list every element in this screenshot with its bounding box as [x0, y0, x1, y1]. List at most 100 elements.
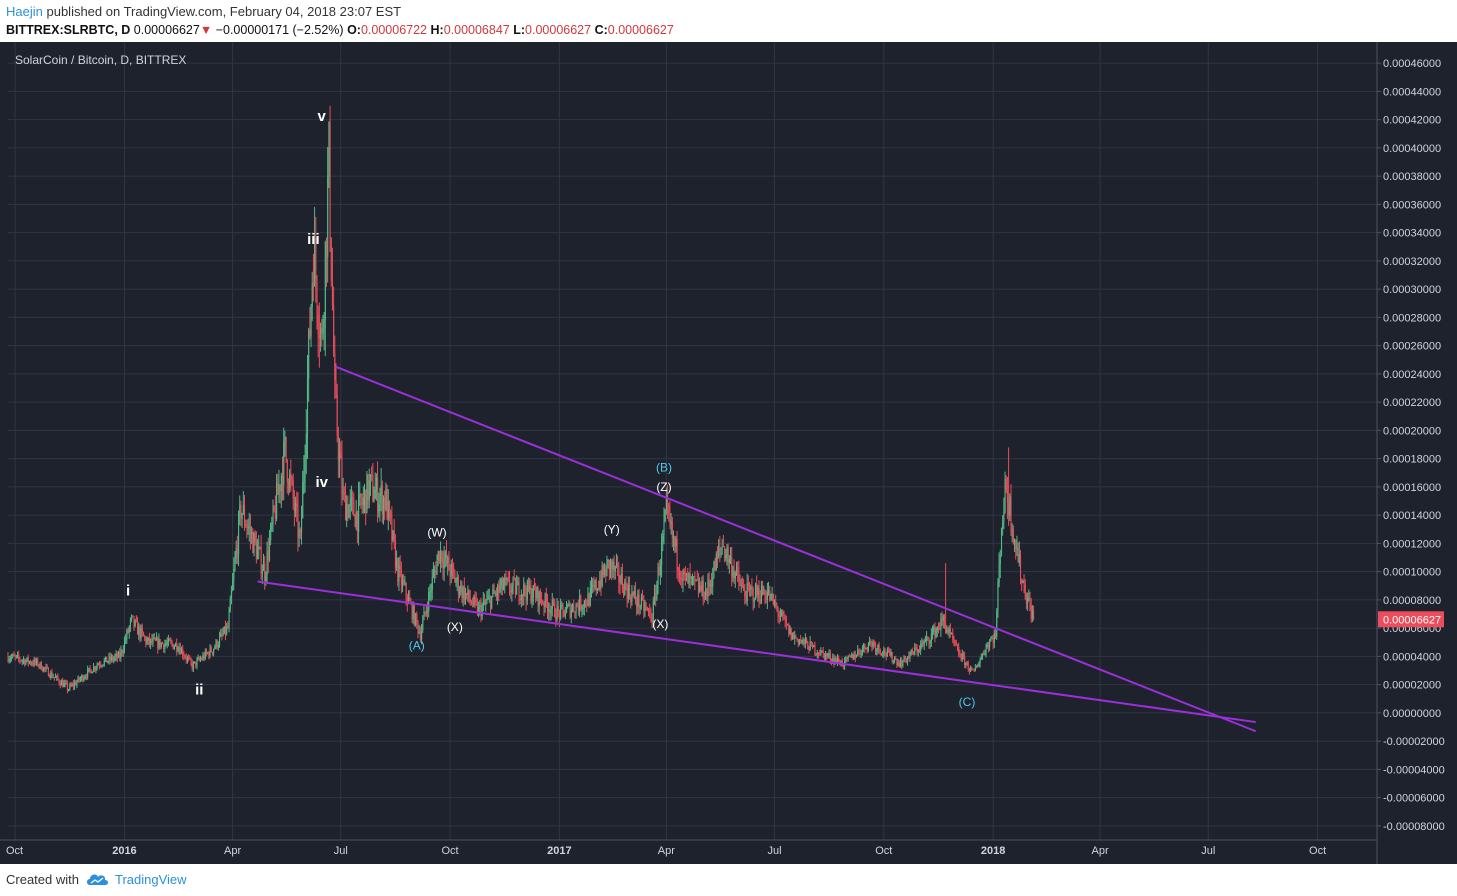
candle-body: [820, 650, 822, 655]
candle-body: [794, 635, 796, 639]
candle-body: [903, 656, 905, 662]
candle-body: [435, 570, 437, 575]
price-tick-label: 0.00044000: [1383, 86, 1441, 98]
candle-body: [670, 521, 672, 524]
candle-body: [70, 684, 72, 686]
candle-body: [567, 604, 569, 608]
candle-body: [991, 638, 993, 640]
candle-body: [640, 596, 643, 607]
candle-body: [684, 574, 686, 576]
trendline[interactable]: [257, 580, 1256, 724]
candle-body: [582, 607, 584, 609]
candle-body: [283, 442, 285, 486]
candle-body: [986, 644, 988, 647]
candle-body: [877, 644, 879, 650]
candle-body: [386, 488, 388, 520]
candle-body: [184, 656, 186, 658]
price-tick-label: 0.00042000: [1383, 115, 1441, 127]
candle-body: [258, 547, 260, 550]
author-link[interactable]: Haejin: [6, 4, 43, 19]
candle-body: [482, 600, 484, 606]
candles: [7, 105, 1035, 694]
candle-body: [1009, 496, 1011, 516]
candle-body: [352, 497, 354, 500]
candle-body: [32, 663, 34, 665]
candle-body: [667, 499, 669, 505]
candle-body: [519, 598, 521, 601]
candle-body: [257, 549, 259, 560]
trendlines[interactable]: [257, 365, 1257, 733]
candle-body: [97, 664, 99, 666]
candle-body: [793, 632, 795, 639]
candle-body: [120, 650, 122, 658]
candle-body: [475, 599, 477, 603]
candle-body: [568, 603, 570, 605]
candle-body: [58, 679, 60, 684]
open-value: 0.00006722: [360, 23, 428, 37]
candle-body: [785, 620, 787, 625]
candle-body: [15, 655, 17, 657]
candle-body: [532, 585, 534, 598]
candle-body: [295, 503, 297, 512]
candle-body: [760, 586, 763, 603]
price-tick-label: 0.00004000: [1383, 651, 1441, 663]
candle-body: [373, 498, 375, 501]
candle-body: [627, 584, 629, 600]
candle-body: [327, 176, 329, 258]
candle-body: [1000, 528, 1003, 556]
candle-body: [267, 550, 269, 560]
candle-body: [787, 624, 789, 626]
candle-body: [577, 606, 580, 611]
tradingview-link[interactable]: TradingView: [85, 872, 187, 887]
candle-body: [419, 631, 421, 640]
candle-body: [494, 593, 496, 595]
price-tick-label: 0.00034000: [1383, 228, 1441, 240]
candle-body: [884, 649, 886, 655]
candle-body: [503, 584, 505, 590]
candle-body: [428, 592, 430, 612]
ohlc-line: BITTREX:SLRBTC, D 0.00006627▼ −0.0000017…: [6, 21, 1446, 39]
candle-body: [465, 592, 467, 601]
candle-body: [380, 485, 382, 496]
candle-body: [711, 583, 713, 587]
candle-body: [999, 555, 1001, 565]
candle-body: [467, 589, 469, 595]
candle-body: [182, 648, 184, 656]
candle-body: [429, 591, 431, 593]
candle-body: [773, 601, 776, 604]
candle-body: [923, 641, 925, 645]
candle-body: [383, 497, 385, 515]
candle-body: [1015, 540, 1017, 549]
candle-body: [783, 614, 785, 620]
last-price-tag: [1378, 611, 1444, 628]
candle-body: [1012, 529, 1014, 544]
candle-body: [556, 605, 558, 620]
candle-body: [489, 596, 492, 609]
candle-body: [901, 660, 903, 667]
candle-body: [688, 573, 690, 584]
price-tick-label: 0.00000000: [1383, 708, 1441, 720]
candle-body: [1010, 496, 1012, 530]
candle-body: [992, 638, 994, 644]
candle-body: [634, 591, 637, 602]
candle-body: [7, 656, 9, 662]
candle-body: [948, 628, 950, 633]
price-tick-label: 0.00002000: [1383, 680, 1441, 692]
candle-body: [287, 482, 290, 489]
candle-body: [90, 669, 92, 674]
candle-body: [614, 566, 616, 572]
candle-body: [678, 570, 681, 578]
candle-body: [580, 596, 582, 610]
candle-body: [491, 596, 493, 609]
candle-body: [265, 574, 267, 581]
candle-body: [234, 558, 236, 569]
candle-body: [79, 678, 82, 681]
trendline[interactable]: [335, 365, 1257, 733]
candle-body: [56, 675, 58, 678]
candle-body: [756, 584, 758, 596]
candle-body: [1031, 610, 1033, 619]
candle-body: [779, 616, 782, 618]
candle-body: [1023, 581, 1025, 586]
candle-body: [571, 605, 574, 611]
